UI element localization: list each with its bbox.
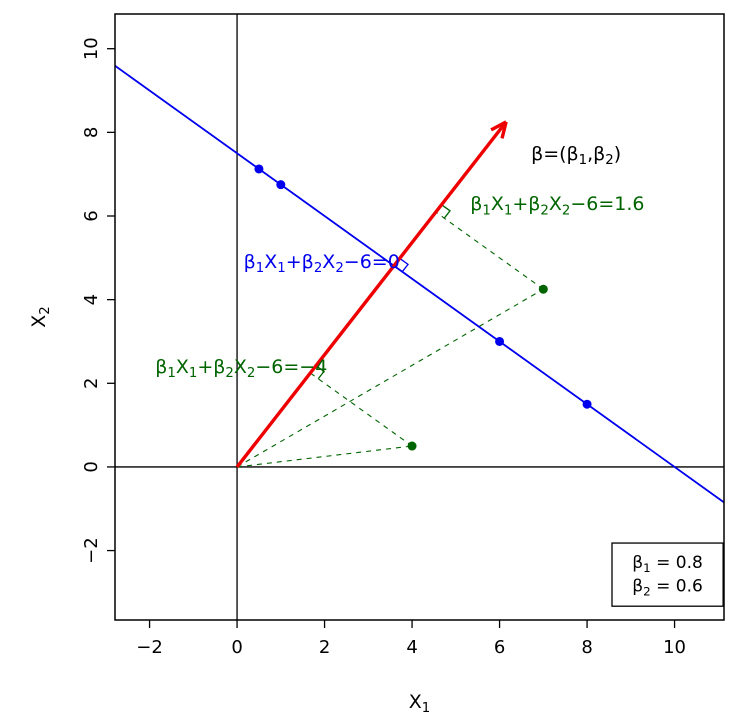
legend-line-1: β1 = 0.8 [632,553,703,575]
y-tick-label: 2 [81,378,102,389]
x-tick-label: 2 [319,637,330,658]
projection-dashed-line [436,212,544,290]
legend-box [611,542,724,607]
hyperplane-point [276,180,286,190]
negative-side-equation-label: β1X1+β2X2−6=−4 [155,356,327,381]
x-tick-label: 6 [494,637,505,658]
projection-dashed-line [236,288,544,468]
projection-dashed-line [236,445,413,468]
right-angle-marker [399,258,409,273]
right-angle-marker [441,204,451,219]
positive-side-equation-label: β1X1+β2X2−6=1.6 [470,193,644,218]
right-angle-marker [315,365,325,380]
beta-arrow-head [500,121,508,139]
y-tick-label: 6 [81,210,102,221]
off-plane-point [538,284,548,294]
plot-border [114,13,725,621]
x-tick-label: −2 [136,637,163,658]
y-tick-label: 0 [81,461,102,472]
y-tick-label: 8 [81,127,102,138]
hyperplane-point [582,399,592,409]
x-tick-label: 0 [231,637,242,658]
projection-dashed-line [310,372,413,447]
hyperplane-line [114,65,725,504]
beta-arrow-head [490,120,507,132]
x-axis-title: X1 [409,691,431,716]
y-tick-label: 10 [81,37,102,60]
off-plane-point [407,441,417,451]
hyperplane-point [495,336,505,346]
y-tick-label: 4 [81,294,102,305]
legend-line-2: β2 = 0.6 [632,577,703,599]
y-axis-title: X2 [28,306,53,328]
x-tick-label: 4 [406,637,417,658]
hyperplane-equation-label: β1X1+β2X2−6=0 [244,251,400,276]
beta-vector-arrow [235,120,508,468]
x-tick-label: 8 [581,637,592,658]
y-tick-label: −2 [81,537,102,564]
x-tick-label: 10 [663,637,686,658]
beta-vector-label: β=(β1,β2) [531,143,621,168]
hyperplane-point [254,164,264,174]
